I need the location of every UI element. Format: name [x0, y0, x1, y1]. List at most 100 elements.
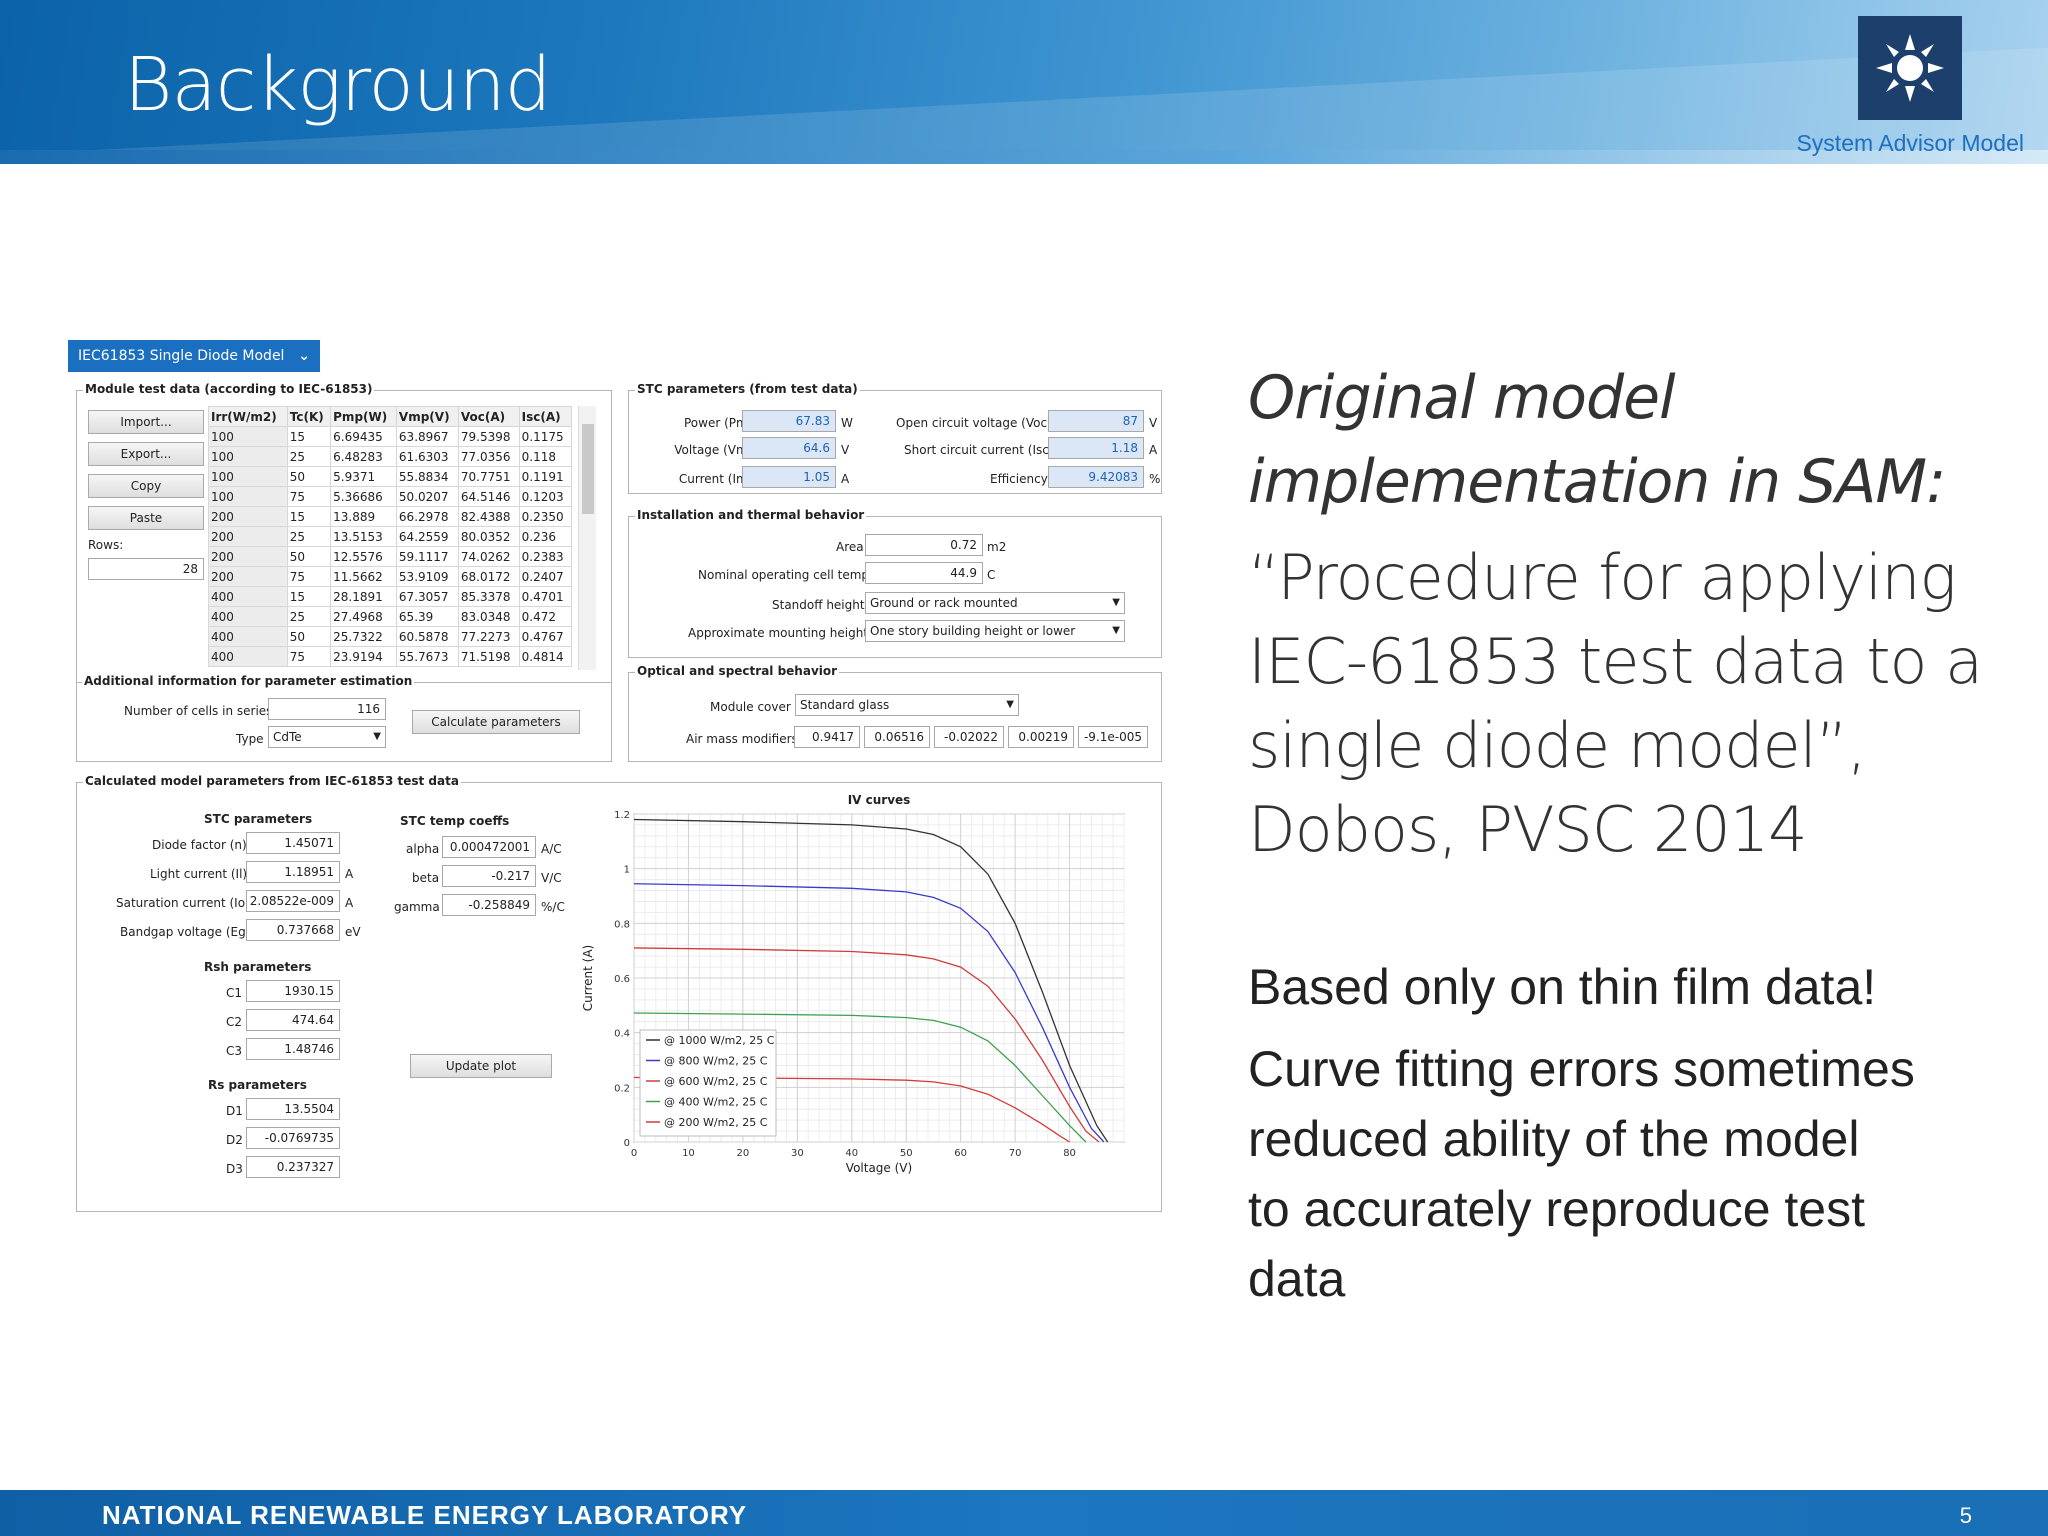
table-cell[interactable]: 15 — [286, 506, 332, 527]
column-header[interactable]: Vmp(V) — [395, 406, 459, 427]
column-header[interactable]: Irr(W/m2) — [208, 406, 288, 427]
table-row[interactable]: 100 25 6.48283 61.6303 77.0356 0.118 — [208, 446, 573, 467]
table-cell[interactable]: 55.8834 — [395, 466, 459, 487]
paste-button[interactable]: Paste — [88, 506, 204, 530]
table-cell[interactable]: 64.5146 — [457, 486, 520, 507]
table-cell[interactable]: 0.1191 — [518, 466, 573, 487]
table-row[interactable]: 400 75 23.9194 55.7673 71.5198 0.4814 — [208, 646, 573, 667]
rows-input[interactable]: 28 — [88, 558, 204, 580]
table-cell[interactable]: 400 — [208, 646, 288, 667]
table-cell[interactable]: 64.2559 — [395, 526, 459, 547]
table-cell[interactable]: 50 — [286, 466, 332, 487]
table-cell[interactable]: 200 — [208, 506, 288, 527]
table-row[interactable]: 400 15 28.1891 67.3057 85.3378 0.4701 — [208, 586, 573, 607]
table-cell[interactable]: 13.889 — [330, 506, 397, 527]
table-cell[interactable]: 0.2407 — [518, 566, 573, 587]
table-cell[interactable]: 77.2273 — [457, 626, 520, 647]
import-button[interactable]: Import... — [88, 410, 204, 434]
cells-input[interactable]: 116 — [268, 698, 386, 720]
table-cell[interactable]: 60.5878 — [395, 626, 459, 647]
am-modifier-input[interactable]: 0.9417 — [794, 726, 860, 748]
table-cell[interactable]: 75 — [286, 646, 332, 667]
table-cell[interactable]: 25 — [286, 446, 332, 467]
table-cell[interactable]: 15 — [286, 586, 332, 607]
table-cell[interactable]: 100 — [208, 466, 288, 487]
table-cell[interactable]: 400 — [208, 586, 288, 607]
table-cell[interactable]: 15 — [286, 426, 332, 447]
type-select[interactable]: CdTe ▼ — [268, 726, 386, 748]
table-cell[interactable]: 79.5398 — [457, 426, 520, 447]
copy-button[interactable]: Copy — [88, 474, 204, 498]
update-plot-button[interactable]: Update plot — [410, 1054, 552, 1078]
mount-select[interactable]: One story building height or lower ▼ — [865, 620, 1125, 642]
table-cell[interactable]: 68.0172 — [457, 566, 520, 587]
table-cell[interactable]: 0.2350 — [518, 506, 573, 527]
table-row[interactable]: 100 75 5.36686 50.0207 64.5146 0.1203 — [208, 486, 573, 507]
table-row[interactable]: 100 50 5.9371 55.8834 70.7751 0.1191 — [208, 466, 573, 487]
table-cell[interactable]: 25.7322 — [330, 626, 397, 647]
table-cell[interactable]: 50 — [286, 626, 332, 647]
table-cell[interactable]: 55.7673 — [395, 646, 459, 667]
table-cell[interactable]: 27.4968 — [330, 606, 397, 627]
table-cell[interactable]: 100 — [208, 486, 288, 507]
export-button[interactable]: Export... — [88, 442, 204, 466]
calculate-parameters-button[interactable]: Calculate parameters — [412, 710, 580, 734]
table-cell[interactable]: 63.8967 — [395, 426, 459, 447]
table-cell[interactable]: 0.236 — [518, 526, 573, 547]
table-cell[interactable]: 0.118 — [518, 446, 573, 467]
column-header[interactable]: Voc(A) — [457, 406, 520, 427]
table-cell[interactable]: 400 — [208, 606, 288, 627]
table-cell[interactable]: 100 — [208, 446, 288, 467]
table-row[interactable]: 200 50 12.5576 59.1117 74.0262 0.2383 — [208, 546, 573, 567]
table-row[interactable]: 200 75 11.5662 53.9109 68.0172 0.2407 — [208, 566, 573, 587]
noct-input[interactable]: 44.9 — [865, 562, 983, 584]
table-cell[interactable]: 0.1203 — [518, 486, 573, 507]
am-modifier-input[interactable]: 0.00219 — [1008, 726, 1074, 748]
model-selector-dropdown[interactable]: IEC61853 Single Diode Model ⌄ — [68, 340, 320, 372]
table-cell[interactable]: 85.3378 — [457, 586, 520, 607]
table-cell[interactable]: 83.0348 — [457, 606, 520, 627]
table-cell[interactable]: 66.2978 — [395, 506, 459, 527]
column-header[interactable]: Tc(K) — [286, 406, 332, 427]
table-row[interactable]: 100 15 6.69435 63.8967 79.5398 0.1175 — [208, 426, 573, 447]
table-cell[interactable]: 200 — [208, 526, 288, 547]
table-cell[interactable]: 61.6303 — [395, 446, 459, 467]
table-cell[interactable]: 28.1891 — [330, 586, 397, 607]
table-cell[interactable]: 200 — [208, 546, 288, 567]
standoff-select[interactable]: Ground or rack mounted ▼ — [865, 592, 1125, 614]
table-cell[interactable]: 0.1175 — [518, 426, 573, 447]
table-cell[interactable]: 70.7751 — [457, 466, 520, 487]
table-cell[interactable]: 0.472 — [518, 606, 573, 627]
table-cell[interactable]: 100 — [208, 426, 288, 447]
table-row[interactable]: 200 25 13.5153 64.2559 80.0352 0.236 — [208, 526, 573, 547]
area-input[interactable]: 0.72 — [865, 534, 983, 556]
table-cell[interactable]: 71.5198 — [457, 646, 520, 667]
table-cell[interactable]: 0.4701 — [518, 586, 573, 607]
column-header[interactable]: Pmp(W) — [330, 406, 397, 427]
table-cell[interactable]: 5.9371 — [330, 466, 397, 487]
test-data-table[interactable]: Irr(W/m2) Tc(K) Pmp(W) Vmp(V) Voc(A) Isc… — [208, 406, 573, 667]
column-header[interactable]: Isc(A) — [518, 406, 573, 427]
table-cell[interactable]: 82.4388 — [457, 506, 520, 527]
table-cell[interactable]: 0.4814 — [518, 646, 573, 667]
table-cell[interactable]: 53.9109 — [395, 566, 459, 587]
table-cell[interactable]: 11.5662 — [330, 566, 397, 587]
table-row[interactable]: 400 25 27.4968 65.39 83.0348 0.472 — [208, 606, 573, 627]
table-cell[interactable]: 65.39 — [395, 606, 459, 627]
table-cell[interactable]: 23.9194 — [330, 646, 397, 667]
table-cell[interactable]: 77.0356 — [457, 446, 520, 467]
am-modifier-input[interactable]: -9.1e-005 — [1078, 726, 1148, 748]
table-scrollbar[interactable] — [578, 406, 596, 670]
table-cell[interactable]: 6.48283 — [330, 446, 397, 467]
table-row[interactable]: 200 15 13.889 66.2978 82.4388 0.2350 — [208, 506, 573, 527]
table-cell[interactable]: 80.0352 — [457, 526, 520, 547]
table-cell[interactable]: 74.0262 — [457, 546, 520, 567]
table-cell[interactable]: 0.4767 — [518, 626, 573, 647]
table-cell[interactable]: 75 — [286, 566, 332, 587]
table-cell[interactable]: 25 — [286, 606, 332, 627]
table-cell[interactable]: 75 — [286, 486, 332, 507]
cover-select[interactable]: Standard glass ▼ — [795, 694, 1019, 716]
table-cell[interactable]: 25 — [286, 526, 332, 547]
table-cell[interactable]: 5.36686 — [330, 486, 397, 507]
table-cell[interactable]: 400 — [208, 626, 288, 647]
